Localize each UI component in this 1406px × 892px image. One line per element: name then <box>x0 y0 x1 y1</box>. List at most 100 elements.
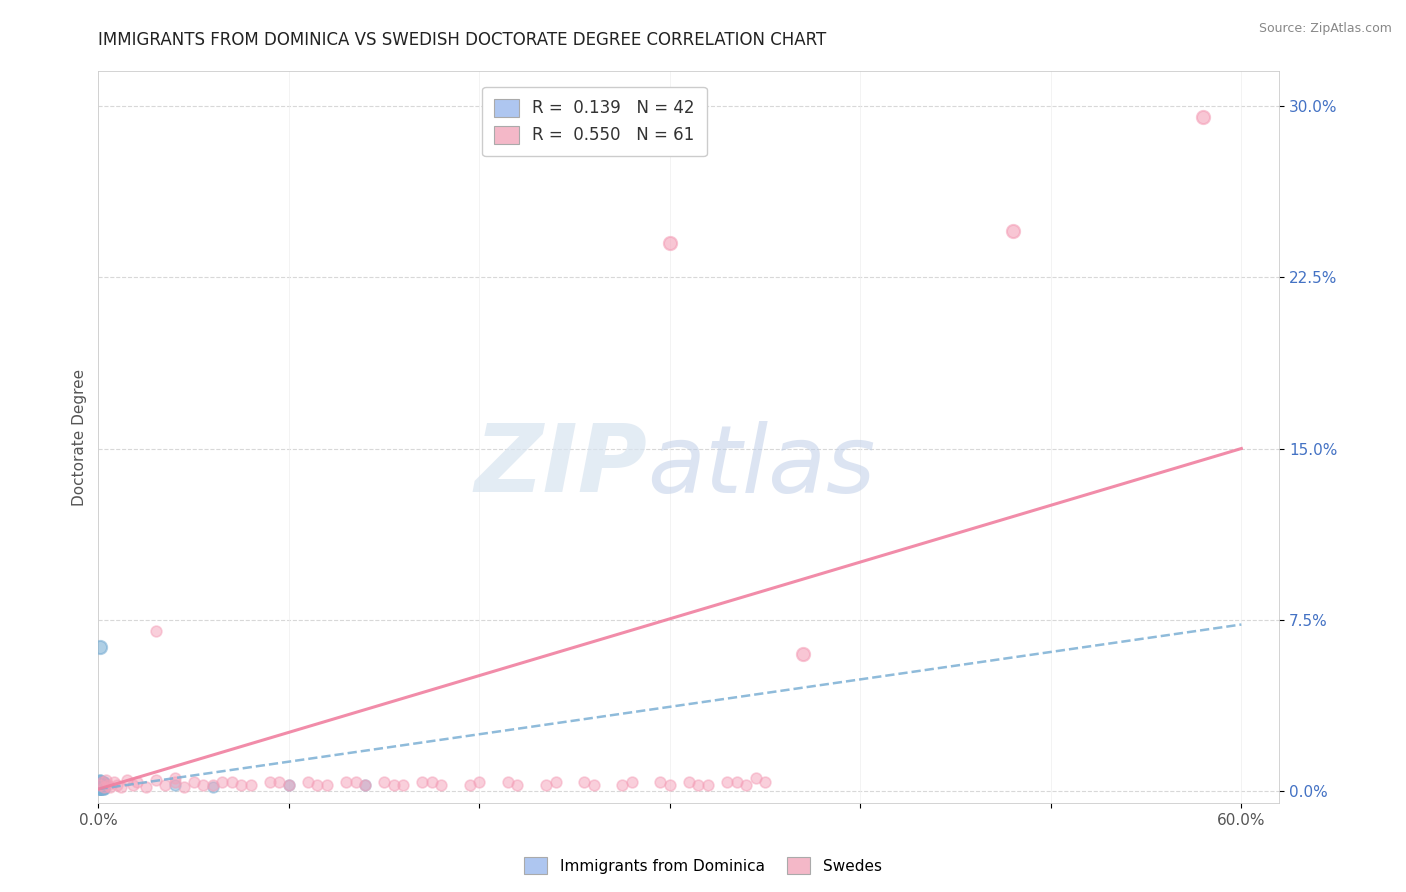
Point <box>468 775 491 789</box>
Point <box>107 778 129 792</box>
Point <box>98 780 121 794</box>
Point <box>91 778 114 792</box>
Point <box>792 647 814 661</box>
Point <box>725 775 748 789</box>
Point <box>93 775 115 789</box>
Point <box>91 780 114 794</box>
Point <box>697 778 720 792</box>
Point <box>110 780 132 794</box>
Point <box>89 640 111 655</box>
Point <box>163 775 186 789</box>
Y-axis label: Doctorate Degree: Doctorate Degree <box>72 368 87 506</box>
Point <box>506 778 529 792</box>
Point <box>658 235 681 250</box>
Point <box>259 775 281 789</box>
Point <box>183 775 205 789</box>
Point <box>121 778 143 792</box>
Point <box>239 778 262 792</box>
Point <box>430 778 453 792</box>
Point <box>91 782 114 797</box>
Point <box>91 782 114 797</box>
Point <box>754 775 776 789</box>
Point <box>544 775 567 789</box>
Point <box>89 782 111 797</box>
Point <box>115 772 138 787</box>
Point <box>97 778 120 792</box>
Point <box>534 778 557 792</box>
Text: ZIP: ZIP <box>475 420 648 512</box>
Point <box>93 782 115 797</box>
Point <box>221 775 243 789</box>
Point <box>496 775 519 789</box>
Point <box>650 775 672 789</box>
Point <box>89 778 111 792</box>
Point <box>93 780 115 794</box>
Point <box>688 778 710 792</box>
Point <box>91 775 114 789</box>
Point <box>89 778 111 792</box>
Point <box>125 775 148 789</box>
Point <box>307 778 329 792</box>
Point <box>89 772 111 787</box>
Point <box>744 771 766 785</box>
Point <box>89 778 111 792</box>
Point <box>1192 110 1215 124</box>
Point <box>211 775 233 789</box>
Point <box>89 782 111 797</box>
Point <box>91 778 114 792</box>
Point <box>354 778 377 792</box>
Point <box>91 780 114 794</box>
Point <box>91 775 114 789</box>
Point <box>91 780 114 794</box>
Point <box>91 780 114 794</box>
Point <box>735 778 758 792</box>
Legend: R =  0.139   N = 42, R =  0.550   N = 61: R = 0.139 N = 42, R = 0.550 N = 61 <box>482 87 707 156</box>
Point <box>582 778 605 792</box>
Point <box>716 775 738 789</box>
Point <box>163 778 186 792</box>
Point <box>1001 224 1024 238</box>
Point <box>145 772 167 787</box>
Point <box>316 778 339 792</box>
Point <box>277 778 299 792</box>
Point <box>153 778 176 792</box>
Point <box>91 780 114 794</box>
Point <box>572 775 595 789</box>
Point <box>420 775 443 789</box>
Point <box>103 775 125 789</box>
Point <box>93 780 115 794</box>
Point <box>93 782 115 797</box>
Point <box>94 772 117 787</box>
Point <box>163 771 186 785</box>
Point <box>93 775 115 789</box>
Text: atlas: atlas <box>648 421 876 512</box>
Point <box>231 778 253 792</box>
Point <box>297 775 319 789</box>
Point <box>201 780 224 794</box>
Point <box>269 775 291 789</box>
Point <box>91 778 114 792</box>
Text: IMMIGRANTS FROM DOMINICA VS SWEDISH DOCTORATE DEGREE CORRELATION CHART: IMMIGRANTS FROM DOMINICA VS SWEDISH DOCT… <box>98 31 827 49</box>
Point <box>344 775 367 789</box>
Point <box>458 778 481 792</box>
Legend: Immigrants from Dominica, Swedes: Immigrants from Dominica, Swedes <box>519 851 887 880</box>
Point <box>277 778 299 792</box>
Point <box>173 780 195 794</box>
Point <box>89 778 111 792</box>
Point <box>91 780 114 794</box>
Point <box>678 775 700 789</box>
Point <box>89 782 111 797</box>
Point <box>373 775 395 789</box>
Point <box>91 780 114 794</box>
Point <box>620 775 643 789</box>
Point <box>89 778 111 792</box>
Point <box>354 778 377 792</box>
Point <box>89 772 111 787</box>
Point <box>89 780 111 794</box>
Point <box>89 782 111 797</box>
Point <box>145 624 167 639</box>
Point <box>135 780 157 794</box>
Point <box>411 775 433 789</box>
Point <box>382 778 405 792</box>
Point <box>612 778 634 792</box>
